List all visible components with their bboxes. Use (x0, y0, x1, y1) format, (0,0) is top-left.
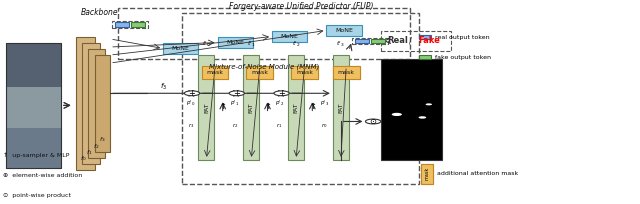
Circle shape (274, 91, 289, 96)
Circle shape (426, 103, 432, 105)
Text: ⊕  element-wise addition: ⊕ element-wise addition (3, 173, 83, 178)
Text: ⊙  point-wise product: ⊙ point-wise product (3, 193, 71, 198)
Bar (381, 31, 451, 51)
Text: Fake: Fake (418, 37, 440, 45)
Circle shape (365, 119, 381, 124)
FancyBboxPatch shape (246, 66, 273, 79)
Text: +: + (234, 89, 240, 98)
Text: $t'_2$: $t'_2$ (292, 39, 300, 49)
Text: $r_1$: $r_1$ (276, 121, 283, 130)
Circle shape (184, 91, 200, 96)
Bar (6, 43, 61, 168)
Text: Backbone: Backbone (81, 8, 118, 17)
Text: $p'_1$: $p'_1$ (230, 99, 239, 108)
Text: $f_3$: $f_3$ (99, 136, 106, 144)
Text: $f_1$: $f_1$ (86, 148, 93, 156)
FancyBboxPatch shape (419, 35, 431, 39)
Text: $f_0$: $f_0$ (80, 154, 86, 163)
Text: ↑: ↑ (264, 102, 271, 111)
FancyBboxPatch shape (95, 55, 110, 152)
FancyBboxPatch shape (88, 49, 105, 158)
Text: real output token: real output token (435, 35, 490, 40)
FancyBboxPatch shape (115, 22, 129, 27)
Text: mask: mask (338, 70, 355, 75)
Bar (6, 43, 61, 87)
FancyBboxPatch shape (291, 66, 318, 79)
Text: MoNE: MoNE (281, 34, 298, 39)
Text: MoNE: MoNE (335, 28, 353, 33)
Bar (202, 66, 228, 79)
FancyBboxPatch shape (333, 55, 349, 160)
Text: ↑  up-sampler & MLP: ↑ up-sampler & MLP (3, 152, 70, 158)
Bar (333, 66, 360, 79)
FancyBboxPatch shape (202, 66, 228, 79)
FancyBboxPatch shape (218, 37, 253, 48)
Text: mask: mask (252, 70, 268, 75)
Text: $t'_3$: $t'_3$ (337, 39, 345, 49)
Circle shape (392, 113, 402, 116)
Text: fake output token: fake output token (435, 55, 492, 60)
Circle shape (419, 116, 426, 119)
Bar (246, 66, 273, 79)
Text: mask: mask (207, 70, 223, 75)
Text: MoNE: MoNE (227, 40, 244, 45)
FancyBboxPatch shape (76, 37, 95, 170)
Text: ⊙: ⊙ (370, 117, 376, 126)
Text: MoNE: MoNE (172, 46, 189, 51)
Text: Mixture-of-Noise Module (MNM): Mixture-of-Noise Module (MNM) (209, 63, 319, 70)
Text: /: / (410, 37, 412, 45)
Bar (118, 8, 410, 59)
Text: Real: Real (387, 37, 408, 45)
FancyBboxPatch shape (131, 22, 145, 27)
Bar (291, 66, 318, 79)
FancyBboxPatch shape (381, 59, 442, 160)
FancyBboxPatch shape (272, 31, 307, 42)
Bar (6, 87, 61, 128)
Text: FAT: FAT (204, 102, 209, 113)
Text: $f_2$: $f_2$ (93, 142, 99, 151)
Bar (421, 164, 433, 184)
Text: $t'_0$: $t'_0$ (202, 39, 211, 49)
FancyBboxPatch shape (198, 55, 214, 160)
Bar (112, 21, 148, 28)
Text: $p'_0$: $p'_0$ (186, 99, 195, 108)
Text: FAT: FAT (339, 102, 343, 113)
Bar (352, 38, 388, 44)
FancyBboxPatch shape (288, 55, 304, 160)
FancyBboxPatch shape (419, 55, 431, 59)
Text: mask: mask (296, 70, 313, 75)
Text: $r_0$: $r_0$ (321, 121, 328, 130)
Text: $t'_1$: $t'_1$ (247, 39, 255, 49)
Text: ↑: ↑ (220, 102, 226, 111)
Circle shape (229, 91, 244, 96)
FancyBboxPatch shape (163, 43, 198, 54)
FancyBboxPatch shape (82, 43, 100, 164)
Bar (182, 13, 419, 184)
Text: Forgery-aware Unified Predictor (FUP): Forgery-aware Unified Predictor (FUP) (228, 2, 373, 11)
Text: $p'_2$: $p'_2$ (275, 99, 284, 108)
Text: FAT: FAT (294, 102, 298, 113)
Text: $r_3$: $r_3$ (188, 121, 194, 130)
Text: mask: mask (424, 167, 429, 180)
Text: +: + (189, 89, 195, 98)
Text: ↑: ↑ (309, 102, 316, 111)
Text: +: + (278, 89, 285, 98)
Text: FAT: FAT (249, 102, 253, 113)
FancyBboxPatch shape (355, 39, 369, 43)
Text: $r_2$: $r_2$ (232, 121, 238, 130)
Text: $f_3$: $f_3$ (159, 82, 167, 92)
Bar (6, 128, 61, 168)
FancyBboxPatch shape (243, 55, 259, 160)
FancyBboxPatch shape (371, 39, 385, 43)
Bar (6, 43, 61, 168)
FancyBboxPatch shape (326, 25, 362, 36)
Text: additional attention mask: additional attention mask (437, 171, 518, 176)
Text: $p'_3$: $p'_3$ (320, 99, 329, 108)
FancyBboxPatch shape (333, 66, 360, 79)
FancyBboxPatch shape (421, 164, 433, 184)
